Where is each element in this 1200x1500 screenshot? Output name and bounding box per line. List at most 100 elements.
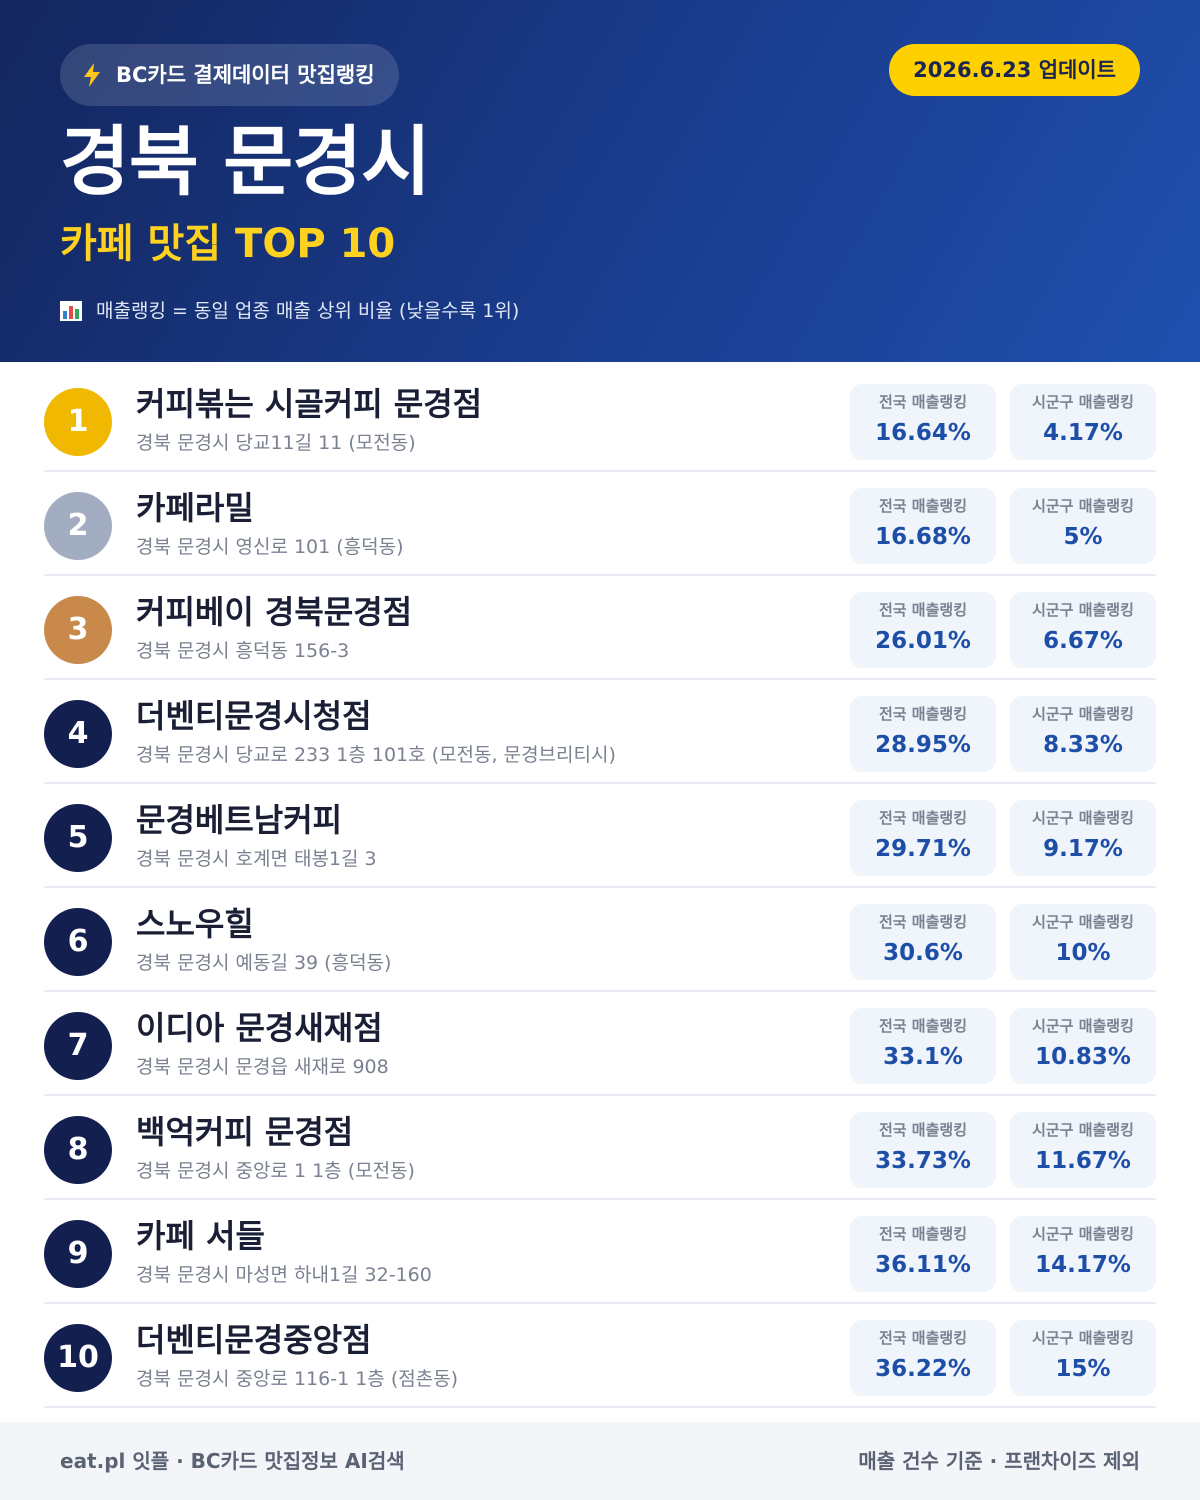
local-value: 15%: [1055, 1356, 1111, 1382]
local-label: 시군구 매출랭킹: [1032, 913, 1134, 931]
national-label: 전국 매출랭킹: [878, 393, 968, 411]
national-rank-box: 전국 매출랭킹 16.64%: [850, 384, 996, 460]
local-value: 4.17%: [1043, 420, 1123, 446]
national-label: 전국 매출랭킹: [878, 601, 968, 619]
national-value: 33.1%: [883, 1044, 963, 1070]
local-label: 시군구 매출랭킹: [1032, 1017, 1134, 1035]
rank-badge: 9: [44, 1220, 112, 1288]
place-name: 백억커피 문경점: [136, 1113, 354, 1151]
national-label: 전국 매출랭킹: [878, 1017, 968, 1035]
national-label: 전국 매출랭킹: [878, 1329, 968, 1347]
national-value: 30.6%: [883, 940, 963, 966]
rank-badge: 2: [44, 492, 112, 560]
place-address: 경북 문경시 호계면 태봉1길 3: [136, 848, 377, 870]
footer-left: eat.pl 잇플 · BC카드 맛집정보 AI검색: [60, 1449, 405, 1473]
local-value: 5%: [1063, 524, 1103, 550]
subtitle: 카페 맛집 TOP 10: [60, 221, 396, 267]
place-name: 카페 서들: [136, 1217, 265, 1255]
national-value: 29.71%: [875, 836, 971, 862]
national-rank-box: 전국 매출랭킹 33.1%: [850, 1008, 996, 1084]
place-address: 경북 문경시 중앙로 1 1층 (모전동): [136, 1160, 415, 1182]
place-address: 경북 문경시 영신로 101 (흥덕동): [136, 536, 404, 558]
place-name: 더벤티문경시청점: [136, 697, 372, 735]
local-value: 6.67%: [1043, 628, 1123, 654]
national-label: 전국 매출랭킹: [878, 1225, 968, 1243]
national-label: 전국 매출랭킹: [878, 1121, 968, 1139]
national-rank-box: 전국 매출랭킹 33.73%: [850, 1112, 996, 1188]
local-label: 시군구 매출랭킹: [1032, 1121, 1134, 1139]
ranking-row: 7 이디아 문경새재점 경북 문경시 문경읍 새재로 908 전국 매출랭킹 33.1%…: [44, 992, 1156, 1096]
local-rank-box: 시군구 매출랭킹 4.17%: [1010, 384, 1156, 460]
national-value: 36.11%: [875, 1252, 971, 1278]
local-value: 8.33%: [1043, 732, 1123, 758]
place-name: 커피베이 경북문경점: [136, 593, 413, 631]
badge: BC카드 결제데이터 맛집랭킹: [60, 44, 399, 106]
footer: eat.pl 잇플 · BC카드 맛집정보 AI검색 매출 건수 기준 · 프랜…: [0, 1422, 1200, 1500]
rank-badge: 6: [44, 908, 112, 976]
local-value: 14.17%: [1035, 1252, 1131, 1278]
national-value: 26.01%: [875, 628, 971, 654]
local-rank-box: 시군구 매출랭킹 14.17%: [1010, 1216, 1156, 1292]
local-label: 시군구 매출랭킹: [1032, 1329, 1134, 1347]
local-value: 9.17%: [1043, 836, 1123, 862]
rank-badge: 5: [44, 804, 112, 872]
place-name: 더벤티문경중앙점: [136, 1321, 372, 1359]
local-label: 시군구 매출랭킹: [1032, 601, 1134, 619]
national-rank-box: 전국 매출랭킹 16.68%: [850, 488, 996, 564]
national-value: 16.64%: [875, 420, 971, 446]
national-rank-box: 전국 매출랭킹 36.22%: [850, 1320, 996, 1396]
local-label: 시군구 매출랭킹: [1032, 497, 1134, 515]
ranking-row: 4 더벤티문경시청점 경북 문경시 당교로 233 1층 101호 (모전동, 문경…: [44, 680, 1156, 784]
local-label: 시군구 매출랭킹: [1032, 393, 1134, 411]
place-name: 스노우힐: [136, 905, 254, 943]
place-address: 경북 문경시 당교로 233 1층 101호 (모전동, 문경브리티시): [136, 744, 616, 766]
update-date: 2026.6.23 업데이트: [889, 44, 1140, 96]
header: BC카드 결제데이터 맛집랭킹 2026.6.23 업데이트 경북 문경시 카페…: [0, 0, 1200, 362]
local-rank-box: 시군구 매출랭킹 10%: [1010, 904, 1156, 980]
national-value: 16.68%: [875, 524, 971, 550]
national-value: 28.95%: [875, 732, 971, 758]
local-rank-box: 시군구 매출랭킹 11.67%: [1010, 1112, 1156, 1188]
national-label: 전국 매출랭킹: [878, 809, 968, 827]
badge-text: BC카드 결제데이터 맛집랭킹: [116, 63, 375, 87]
local-rank-box: 시군구 매출랭킹 5%: [1010, 488, 1156, 564]
national-label: 전국 매출랭킹: [878, 913, 968, 931]
place-address: 경북 문경시 흥덕동 156-3: [136, 640, 350, 662]
rank-badge: 8: [44, 1116, 112, 1184]
note: 매출랭킹 = 동일 업종 매출 상위 비율 (낮을수록 1위): [96, 300, 520, 322]
national-value: 33.73%: [875, 1148, 971, 1174]
chart-icon: [60, 301, 82, 321]
place-name: 카페라밀: [136, 489, 254, 527]
national-rank-box: 전국 매출랭킹 28.95%: [850, 696, 996, 772]
local-label: 시군구 매출랭킹: [1032, 705, 1134, 723]
national-label: 전국 매출랭킹: [878, 705, 968, 723]
place-address: 경북 문경시 문경읍 새재로 908: [136, 1056, 389, 1078]
place-address: 경북 문경시 마성면 하내1길 32-160: [136, 1264, 432, 1286]
place-name: 커피볶는 시골커피 문경점: [136, 385, 483, 423]
place-address: 경북 문경시 당교11길 11 (모전동): [136, 432, 416, 454]
local-rank-box: 시군구 매출랭킹 8.33%: [1010, 696, 1156, 772]
footer-right: 매출 건수 기준 · 프랜차이즈 제외: [858, 1449, 1140, 1473]
rank-badge: 1: [44, 388, 112, 456]
local-rank-box: 시군구 매출랭킹 6.67%: [1010, 592, 1156, 668]
national-value: 36.22%: [875, 1356, 971, 1382]
national-rank-box: 전국 매출랭킹 30.6%: [850, 904, 996, 980]
rank-badge: 7: [44, 1012, 112, 1080]
local-value: 11.67%: [1035, 1148, 1131, 1174]
place-address: 경북 문경시 예동길 39 (흥덕동): [136, 952, 392, 974]
local-rank-box: 시군구 매출랭킹 15%: [1010, 1320, 1156, 1396]
title: 경북 문경시: [60, 117, 431, 206]
national-rank-box: 전국 매출랭킹 29.71%: [850, 800, 996, 876]
rank-badge: 3: [44, 596, 112, 664]
local-label: 시군구 매출랭킹: [1032, 1225, 1134, 1243]
ranking-row: 10 더벤티문경중앙점 경북 문경시 중앙로 116-1 1층 (점촌동) 전국 매출…: [44, 1304, 1156, 1408]
place-address: 경북 문경시 중앙로 116-1 1층 (점촌동): [136, 1368, 459, 1390]
lightning-icon: [84, 63, 100, 87]
national-rank-box: 전국 매출랭킹 36.11%: [850, 1216, 996, 1292]
local-value: 10.83%: [1035, 1044, 1131, 1070]
ranking-row: 5 문경베트남커피 경북 문경시 호계면 태봉1길 3 전국 매출랭킹 29.71% 시군…: [44, 784, 1156, 888]
